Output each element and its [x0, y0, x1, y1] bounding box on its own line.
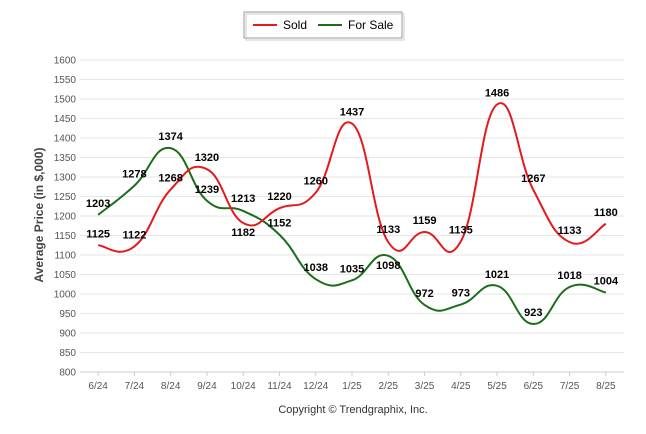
- data-label-for-sale: 1374: [158, 131, 183, 143]
- data-label-sold: 1122: [122, 229, 146, 241]
- data-labels: 1125 1122 1268 1320 1182 1220 1260 1437 1133 1159…: [86, 87, 619, 319]
- y-axis: 800 850 900 950 1000 1050 1100 1150 1200 1250 1300…: [54, 56, 77, 379]
- x-tick-label: 4/25: [451, 381, 471, 392]
- y-tick-label: 1400: [54, 134, 77, 145]
- data-label-sold: 1133: [558, 225, 582, 237]
- series-line-sold: [97, 102, 607, 253]
- data-label-sold: 1180: [594, 207, 618, 219]
- data-label-for-sale: 1098: [376, 260, 400, 272]
- y-tick-label: 1450: [54, 114, 77, 125]
- data-label-for-sale: 972: [415, 288, 433, 300]
- data-label-sold: 1320: [195, 152, 219, 164]
- y-tick-label: 1300: [54, 173, 77, 184]
- y-tick-label: 1500: [54, 95, 77, 106]
- y-tick-label: 900: [59, 329, 76, 340]
- data-label-sold: 1135: [449, 224, 473, 236]
- y-tick-label: 1350: [54, 153, 77, 164]
- data-label-sold: 1182: [231, 227, 255, 239]
- x-tick-label: 1/25: [342, 381, 362, 392]
- data-label-sold: 1220: [267, 191, 291, 203]
- data-label-for-sale: 1152: [268, 218, 292, 230]
- data-label-for-sale: 1004: [594, 275, 619, 287]
- data-label-for-sale: 1018: [557, 270, 581, 282]
- y-tick-label: 1000: [54, 290, 77, 301]
- x-tick-label: 3/25: [415, 381, 435, 392]
- x-tick-label: 7/24: [125, 381, 145, 392]
- data-label-sold: 1486: [485, 87, 509, 99]
- x-tick-label: 6/24: [88, 381, 108, 392]
- data-label-for-sale: 1213: [231, 193, 255, 205]
- data-label-sold: 1437: [340, 107, 364, 119]
- grid-lines: [80, 59, 624, 373]
- x-tick-label: 8/24: [161, 381, 181, 392]
- x-tick-label: 2/25: [379, 381, 399, 392]
- data-label-sold: 1268: [158, 172, 182, 184]
- legend-for-sale-label: For Sale: [348, 18, 394, 32]
- data-label-sold: 1267: [521, 173, 545, 185]
- data-label-for-sale: 1038: [303, 262, 327, 274]
- x-axis: 6/24 7/24 8/24 9/24 10/24 11/24 12/24 1/25 2/25 3…: [80, 371, 624, 392]
- x-tick-label: 9/24: [197, 381, 217, 392]
- x-tick-label: 7/25: [560, 381, 580, 392]
- legend-shadow: [245, 13, 405, 41]
- y-tick-label: 1600: [54, 56, 77, 67]
- y-tick-label: 850: [59, 348, 76, 359]
- data-label-for-sale: 923: [524, 307, 542, 319]
- x-tick-label: 11/24: [267, 381, 292, 392]
- y-axis-title: Average Price (in $,000): [32, 148, 46, 283]
- x-tick-label: 5/25: [487, 381, 507, 392]
- x-tick-label: 12/24: [303, 381, 328, 392]
- data-label-sold: 1159: [413, 215, 437, 227]
- y-tick-label: 1150: [54, 231, 76, 242]
- data-label-for-sale: 1278: [122, 169, 146, 181]
- data-label-for-sale: 1021: [485, 269, 509, 281]
- y-tick-label: 1550: [54, 75, 77, 86]
- legend-sold-label: Sold: [283, 18, 307, 32]
- series-line-for-sale: [97, 147, 607, 326]
- data-label-sold: 1125: [86, 228, 110, 240]
- series-lines: [97, 102, 607, 326]
- x-tick-label: 10/24: [231, 381, 256, 392]
- data-label-sold: 1133: [376, 224, 400, 236]
- legend: Sold For Sale: [243, 11, 405, 41]
- data-label-sold: 1260: [303, 176, 327, 188]
- y-tick-label: 1100: [54, 251, 76, 262]
- x-tick-label: 6/25: [524, 381, 544, 392]
- data-label-for-sale: 973: [452, 288, 470, 300]
- x-tick-label: 8/25: [596, 381, 616, 392]
- y-tick-label: 800: [59, 368, 76, 379]
- y-tick-label: 950: [59, 309, 76, 320]
- data-label-for-sale: 1203: [86, 198, 110, 210]
- y-tick-label: 1200: [54, 212, 77, 223]
- y-tick-label: 1050: [54, 270, 77, 281]
- y-tick-label: 1250: [54, 192, 77, 203]
- data-label-for-sale: 1239: [195, 184, 219, 196]
- data-label-for-sale: 1035: [340, 263, 364, 275]
- copyright-footer: Copyright © Trendgraphix, Inc.: [278, 404, 427, 416]
